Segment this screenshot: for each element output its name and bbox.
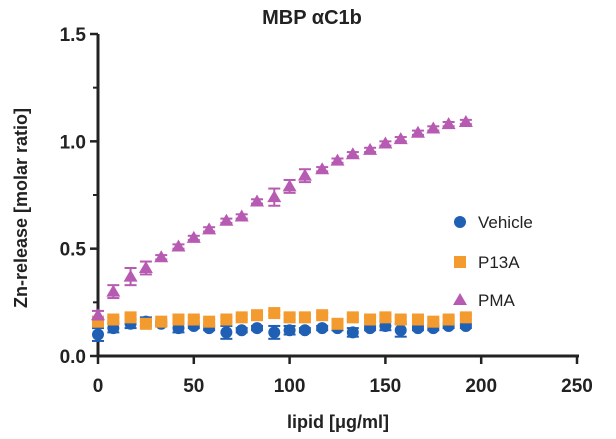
pma-point [297,168,312,181]
legend-marker-p13a [454,256,466,268]
p13a-point [364,313,377,326]
vehicle-point [268,326,281,339]
pma-point [250,194,265,207]
legend-marker-pma [453,293,467,305]
y-axis-label: Zn-release [molar ratio] [11,108,31,308]
axes: 0 50 100 150 200 250 0.0 0.5 1.0 1.5 [60,25,593,397]
p13a-point [459,311,472,324]
pma-point [123,269,138,282]
p13a-point [172,313,185,326]
pma-point [267,190,282,203]
vehicle-point [283,324,296,337]
pma-point [186,230,201,243]
x-tick-label: 200 [465,376,497,397]
p13a-point [427,315,440,328]
pma-point [171,239,186,252]
series-pma [91,115,473,321]
p13a-point [251,309,264,322]
y-tick-label: 1.0 [60,132,86,153]
y-tick-label: 1.5 [60,25,87,46]
p13a-point [442,313,455,326]
pma-point [378,136,393,149]
pma-point [345,147,360,160]
legend-label-p13a: P13A [478,253,520,272]
x-tick-label: 250 [561,376,593,397]
p13a-point [203,315,216,328]
p13a-point [283,311,296,324]
pma-point [234,209,249,222]
series-p13a [92,307,472,330]
x-tick-label: 50 [183,376,204,397]
pma-point [91,308,105,321]
p13a-point [379,311,392,324]
p13a-point [139,317,152,330]
pma-point [458,115,473,128]
legend-marker-vehicle [454,216,466,228]
pma-point [219,213,234,226]
p13a-point [316,309,329,322]
p13a-point [220,313,233,326]
vehicle-point [316,322,329,335]
legend-label-vehicle: Vehicle [478,213,533,232]
pma-point [426,121,441,134]
pma-point [393,132,408,145]
pma-point [441,117,456,130]
p13a-point [268,307,281,320]
legend: Vehicle P13A PMA [453,213,533,310]
pma-point [315,162,330,175]
y-tick-label: 0.0 [60,347,86,368]
pma-point [202,222,217,235]
p13a-point [346,311,359,324]
vehicle-point [235,324,248,337]
x-tick-label: 150 [370,376,402,397]
pma-point [106,284,121,297]
pma-point [363,142,378,155]
x-axis-label: lipid [μg/ml] [287,412,389,432]
p13a-point [331,317,344,330]
plot-area [91,115,473,342]
p13a-point [411,313,424,326]
p13a-point [107,313,120,326]
vehicle-point [298,324,311,337]
vehicle-point [346,326,359,339]
x-tick-label: 0 [93,376,104,397]
vehicle-point [92,328,104,341]
chart-title: MBP αC1b [262,7,362,29]
legend-label-pma: PMA [478,291,516,310]
pma-point [330,153,345,166]
vehicle-point [251,322,264,335]
y-tick-label: 0.5 [60,240,87,261]
p13a-point [155,315,168,328]
vehicle-point [394,324,407,337]
pma-point [282,179,297,192]
p13a-point [394,313,407,326]
p13a-point [298,311,311,324]
vehicle-point [220,326,233,339]
pma-point [154,250,169,263]
pma-point [410,125,425,138]
pma-point [138,260,153,273]
p13a-point [124,311,137,324]
p13a-point [187,313,200,326]
p13a-point [235,311,248,324]
x-tick-label: 100 [274,376,306,397]
